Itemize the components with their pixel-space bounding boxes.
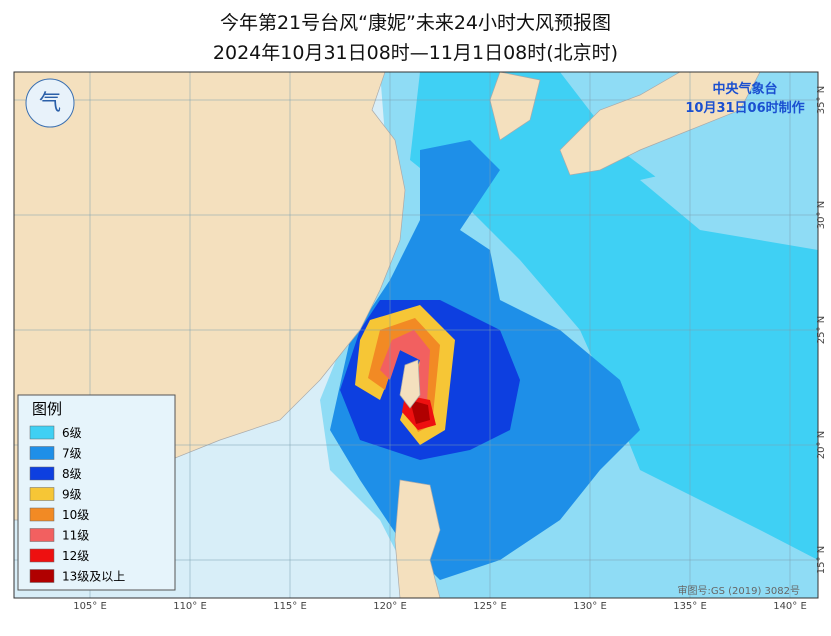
legend-swatch xyxy=(29,569,55,583)
legend-label: 10级 xyxy=(62,508,89,522)
svg-text:气: 气 xyxy=(39,91,61,116)
legend-swatch xyxy=(29,466,55,481)
legend-label: 13级及以上 xyxy=(62,570,125,584)
lon-label: 125° E xyxy=(473,601,507,612)
lon-label: 130° E xyxy=(573,601,607,612)
legend-label: 6级 xyxy=(62,426,82,440)
legend-swatch xyxy=(29,425,55,440)
lon-label: 110° E xyxy=(173,601,207,612)
agency-name: 中央气象台 xyxy=(712,81,777,97)
lon-label: 115° E xyxy=(273,601,307,612)
lon-label: 105° E xyxy=(73,601,107,612)
lon-label: 140° E xyxy=(773,601,807,612)
legend-swatch xyxy=(29,446,55,460)
lat-label: 20° N xyxy=(816,431,827,459)
lat-label: 30° N xyxy=(816,201,827,229)
legend-swatch xyxy=(29,548,55,563)
legend-swatch xyxy=(29,528,55,542)
lat-label: 25° N xyxy=(816,316,827,344)
agency-issued: 10月31日06时制作 xyxy=(685,100,804,116)
lat-label: 35° N xyxy=(816,86,827,114)
approval: 审图号:GS (2019) 3082号 xyxy=(677,584,800,597)
legend-title: 图例 xyxy=(32,400,62,418)
legend-label: 11级 xyxy=(62,529,89,543)
title: 今年第21号台风“康妮”未来24小时大风预报图 xyxy=(219,12,612,34)
lon-label: 135° E xyxy=(673,601,707,612)
legend-label: 7级 xyxy=(62,447,82,461)
legend-label: 12级 xyxy=(62,549,89,563)
lat-label: 15° N xyxy=(816,546,827,574)
subtitle: 2024年10月31日08时—11月1日08时(北京时) xyxy=(212,42,619,64)
legend-label: 9级 xyxy=(62,488,82,502)
legend-label: 8级 xyxy=(62,467,82,481)
legend-swatch xyxy=(29,487,55,501)
legend-swatch xyxy=(29,507,55,522)
lon-label: 120° E xyxy=(373,601,407,612)
